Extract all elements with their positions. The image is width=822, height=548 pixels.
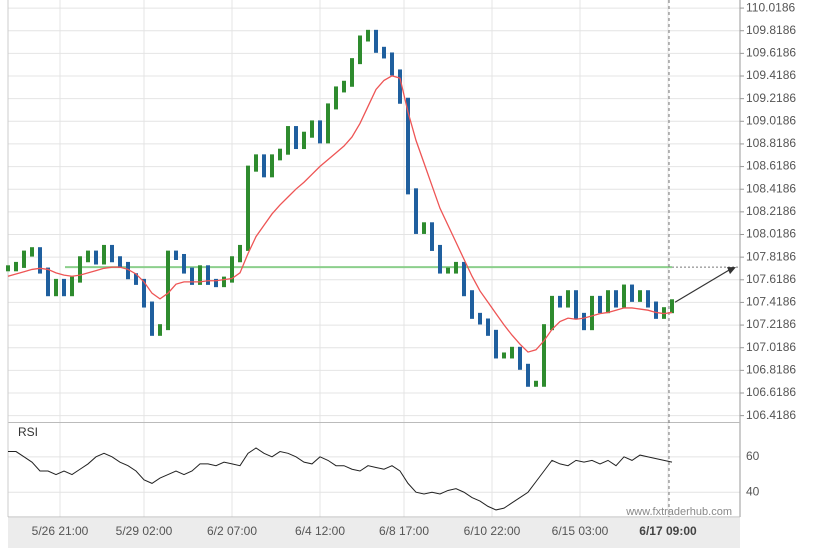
y-tick-label: 107.0186	[746, 340, 796, 354]
y-tick-label: 109.8186	[746, 23, 796, 37]
moving-average	[7, 75, 673, 353]
x-tick-label: 6/10 22:00	[464, 524, 521, 538]
x-tick-label: 5/29 02:00	[116, 524, 173, 538]
y-tick-label: 108.8186	[746, 136, 796, 150]
rsi-tick-label: 40	[746, 484, 760, 498]
arrow-head	[727, 267, 736, 275]
y-tick-label: 109.2186	[746, 91, 796, 105]
y-tick-label: 107.6186	[746, 272, 796, 286]
y-tick-label: 110.0186	[746, 0, 795, 14]
watermark: www.fxtraderhub.com	[625, 506, 732, 518]
y-tick-label: 106.8186	[746, 363, 796, 377]
x-axis-band	[8, 518, 740, 548]
rsi-line	[8, 447, 673, 511]
x-tick-label: 6/17 09:00	[639, 524, 697, 538]
y-tick-label: 109.4186	[746, 68, 796, 82]
x-tick-label: 6/8 17:00	[379, 524, 429, 538]
y-tick-label: 108.0186	[746, 227, 796, 241]
x-tick-label: 6/2 07:00	[207, 524, 257, 538]
x-tick-label: 6/4 12:00	[295, 524, 345, 538]
y-tick-label: 108.6186	[746, 159, 796, 173]
forecast-arrow	[674, 266, 735, 303]
y-tick-label: 106.4186	[746, 408, 796, 422]
y-tick-label: 109.0186	[746, 113, 796, 127]
x-tick-label: 6/15 03:00	[552, 524, 609, 538]
y-tick-label: 109.6186	[746, 46, 796, 60]
rsi-label: RSI	[18, 425, 38, 439]
y-tick-label: 106.6186	[746, 385, 796, 399]
y-tick-label: 107.2186	[746, 317, 796, 331]
x-tick-label: 5/26 21:00	[32, 524, 89, 538]
rsi-tick-label: 60	[746, 449, 760, 463]
y-tick-label: 108.2186	[746, 204, 796, 218]
y-tick-label: 107.8186	[746, 249, 796, 263]
y-tick-label: 107.4186	[746, 295, 796, 309]
y-tick-label: 108.4186	[746, 181, 796, 195]
